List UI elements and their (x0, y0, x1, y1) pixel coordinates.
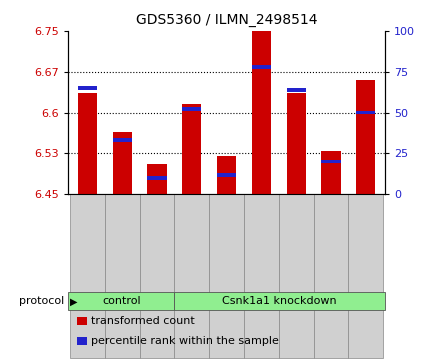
Bar (147, 176, 167, 180)
Bar (78, 94, 97, 194)
Bar (182, 107, 202, 111)
FancyBboxPatch shape (209, 194, 244, 358)
FancyBboxPatch shape (70, 194, 105, 358)
Bar (286, 88, 306, 91)
Bar (78, 86, 97, 90)
Bar (113, 132, 132, 194)
Bar (147, 164, 167, 194)
Text: percentile rank within the sample: percentile rank within the sample (91, 336, 279, 346)
FancyBboxPatch shape (314, 194, 348, 358)
Bar (356, 111, 375, 114)
Bar (113, 138, 132, 142)
Text: transformed count: transformed count (91, 316, 195, 326)
Bar (356, 80, 375, 194)
Bar (182, 105, 202, 194)
Text: protocol: protocol (18, 296, 64, 306)
Bar (217, 156, 236, 194)
FancyBboxPatch shape (105, 194, 139, 358)
FancyBboxPatch shape (244, 194, 279, 358)
Text: ▶: ▶ (70, 296, 78, 306)
FancyBboxPatch shape (139, 194, 174, 358)
Bar (322, 151, 341, 194)
Text: Csnk1a1 knockdown: Csnk1a1 knockdown (222, 296, 337, 306)
FancyBboxPatch shape (174, 194, 209, 358)
Bar (252, 31, 271, 194)
Title: GDS5360 / ILMN_2498514: GDS5360 / ILMN_2498514 (136, 13, 317, 27)
Bar (252, 65, 271, 69)
FancyBboxPatch shape (348, 194, 383, 358)
FancyBboxPatch shape (279, 194, 314, 358)
Bar (322, 160, 341, 163)
Bar (286, 94, 306, 194)
Text: control: control (102, 296, 141, 306)
Bar (217, 173, 236, 176)
